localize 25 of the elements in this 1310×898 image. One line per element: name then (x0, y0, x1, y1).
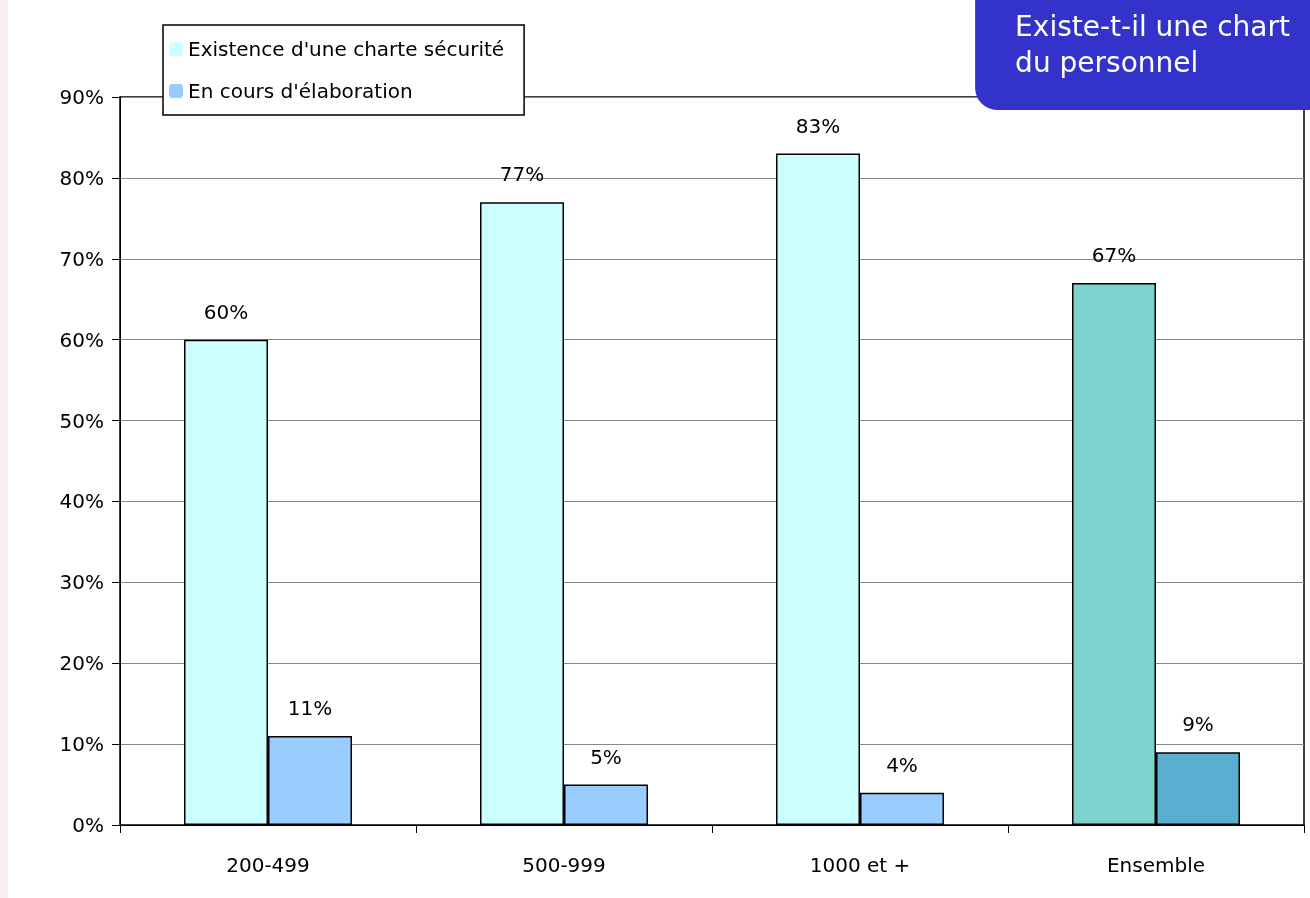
y-tick-label: 70% (59, 246, 104, 271)
data-label: 9% (1182, 712, 1214, 737)
data-label: 5% (590, 744, 622, 769)
data-label: 67% (1091, 243, 1137, 268)
y-tick-label: 50% (59, 408, 104, 433)
y-tick-label: 90% (59, 85, 104, 109)
y-tick-label: 0% (72, 813, 104, 837)
x-tick-label: 500-999 (522, 853, 606, 877)
y-tick-label: 20% (59, 651, 104, 676)
data-label: 60% (203, 299, 249, 324)
data-label: 11% (287, 696, 333, 721)
y-tick-label: 30% (59, 570, 104, 595)
y-tick-label: 40% (59, 489, 104, 514)
data-label: 83% (795, 113, 841, 138)
data-label: 4% (886, 752, 918, 777)
y-tick-label: 10% (59, 732, 104, 757)
y-tick-label: 80% (59, 165, 104, 190)
legend-label: Existence d'une charte sécurité (188, 37, 505, 61)
data-label: 77% (499, 162, 545, 187)
y-tick-label: 60% (59, 327, 104, 352)
x-tick-label: 200-499 (226, 853, 310, 877)
chart-title: Existe-t-il une chart du personnel (1015, 9, 1291, 79)
x-tick-label: Ensemble (1106, 853, 1206, 877)
legend-label: En cours d'élaboration (188, 79, 413, 103)
x-tick-label: 1000 et + (809, 853, 911, 877)
